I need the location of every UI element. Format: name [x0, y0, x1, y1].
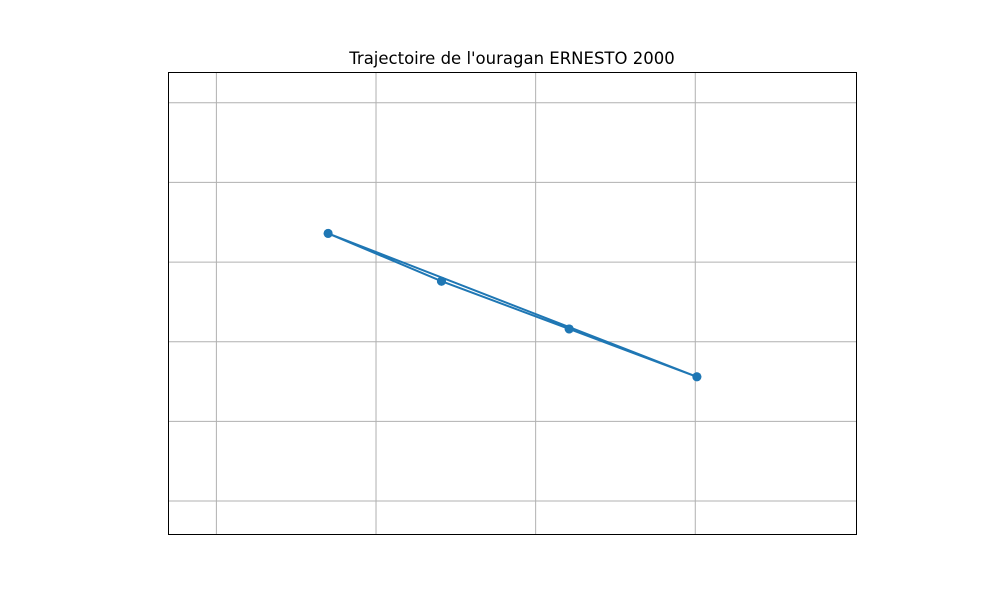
series-line [327, 232, 698, 378]
data-point [692, 372, 702, 382]
data-point [323, 228, 333, 238]
series-layer [323, 228, 702, 382]
data-point [564, 324, 574, 334]
grid [168, 72, 857, 535]
chart-title: Trajectoire de l'ouragan ERNESTO 2000 [348, 49, 674, 68]
plot-frame [168, 72, 857, 535]
data-point [436, 276, 446, 286]
